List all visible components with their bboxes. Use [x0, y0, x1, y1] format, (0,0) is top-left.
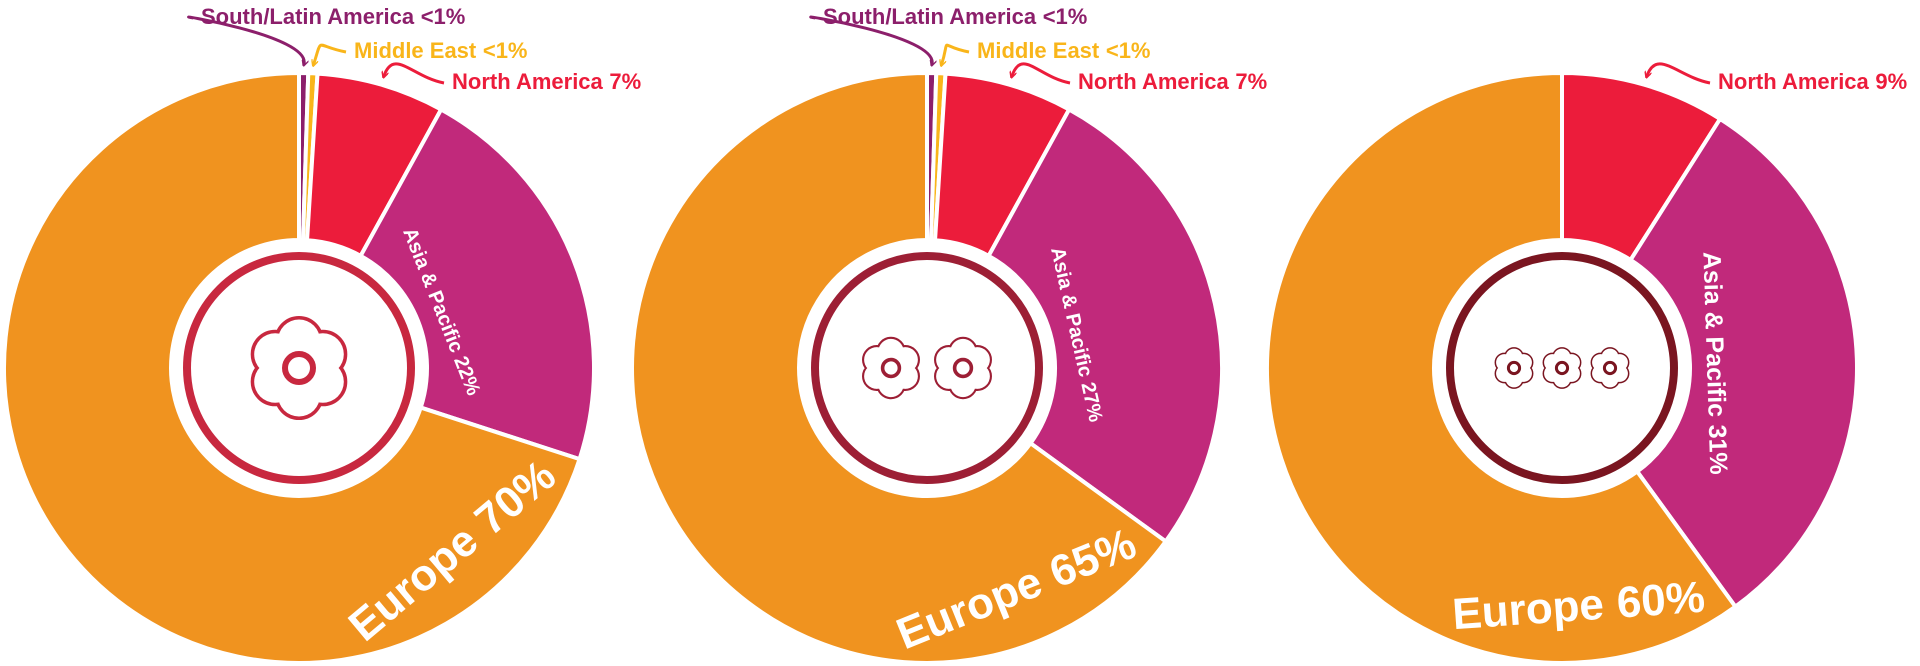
star-center: [1506, 360, 1522, 376]
slice-value: 60%: [1615, 572, 1706, 627]
slice-label: North America 7%: [452, 69, 641, 94]
star-mask: [1496, 348, 1532, 388]
slice-label: Europe 60%: [1451, 572, 1707, 639]
label-arrow: [187, 15, 305, 65]
slice-label: North America 9%: [1718, 69, 1907, 94]
slice-value: 31%: [1703, 424, 1733, 475]
slice-name: North America: [1718, 69, 1870, 94]
slice-value: <1%: [421, 4, 466, 29]
slice-value: 9%: [1875, 69, 1907, 94]
slice-name: South/Latin America: [823, 4, 1037, 29]
slice-label: South/Latin America <1%: [201, 4, 465, 29]
star-mask: [864, 338, 918, 398]
star-center: [952, 357, 974, 379]
star-center: [1602, 360, 1618, 376]
star-center: [1554, 360, 1570, 376]
pie-slice: [2, 71, 582, 665]
slice-label: North America 7%: [1078, 69, 1267, 94]
label-arrow: [1012, 62, 1071, 85]
star-icons: [250, 316, 348, 420]
slice-name: Middle East: [977, 38, 1100, 63]
slice-value: 7%: [1235, 69, 1267, 94]
pie-slice: [986, 107, 1224, 544]
pie-slice: [1628, 116, 1859, 609]
label-arrow: [384, 62, 445, 85]
slice-value: <1%: [483, 38, 528, 63]
pie-slice: [1265, 71, 1738, 665]
star-center: [282, 351, 316, 385]
label-arrow: [941, 43, 970, 65]
slice-label: South/Latin America <1%: [823, 4, 1087, 29]
slice-name: South/Latin America: [201, 4, 415, 29]
slice-value: 7%: [609, 69, 641, 94]
star-mask: [1592, 348, 1628, 388]
slice-name: Europe: [1451, 579, 1606, 638]
slice-value: <1%: [1043, 4, 1088, 29]
slice-name: North America: [452, 69, 604, 94]
slice-label: Middle East <1%: [354, 38, 528, 63]
slice-name: Asia & Pacific: [1698, 251, 1731, 417]
label-arrow: [809, 15, 932, 65]
star-icons: [862, 336, 992, 400]
star-icons: [1494, 347, 1630, 389]
pie-slice: [358, 107, 596, 462]
slice-name: North America: [1078, 69, 1230, 94]
label-arrow: [313, 43, 347, 65]
label-arrow: [1647, 62, 1711, 85]
slice-name: Middle East: [354, 38, 477, 63]
star-mask: [1544, 348, 1580, 388]
slice-value: <1%: [1106, 38, 1151, 63]
star-center: [880, 357, 902, 379]
star-mask: [936, 338, 990, 398]
slice-label: Asia & Pacific 31%: [1698, 251, 1733, 475]
slice-label: Middle East <1%: [977, 38, 1151, 63]
center-ring: [811, 252, 1043, 484]
star-mask: [254, 319, 344, 417]
pie-slice: [630, 71, 1168, 665]
